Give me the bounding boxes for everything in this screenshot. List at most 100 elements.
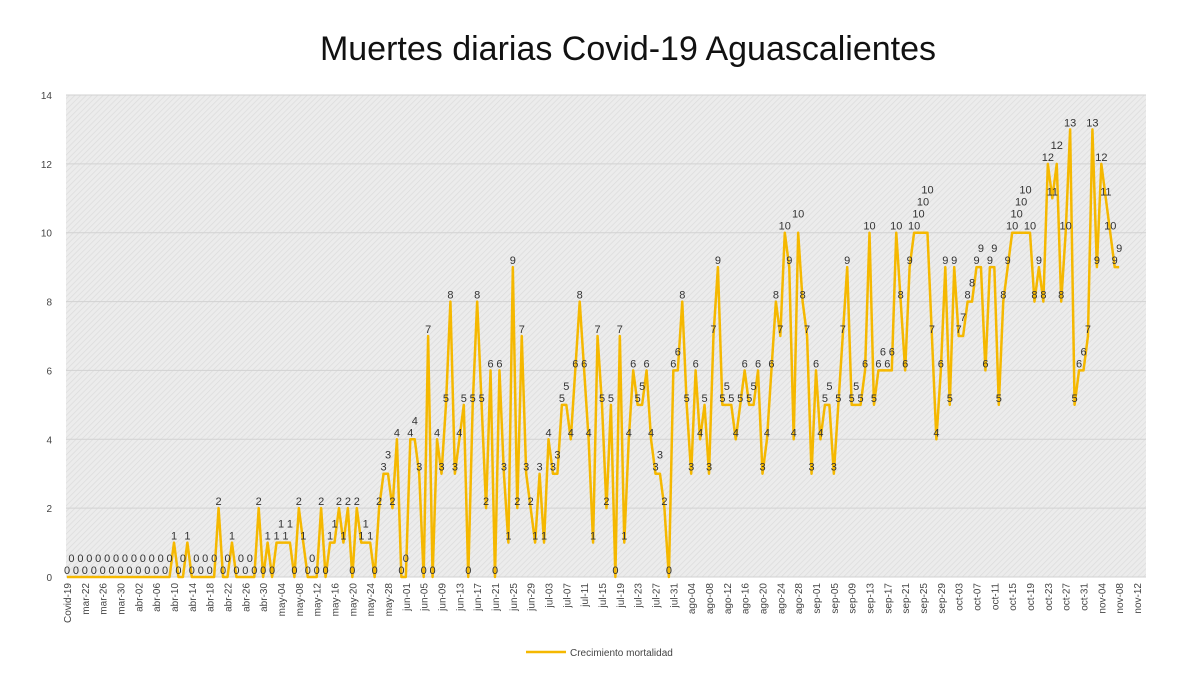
data-label: 10	[921, 185, 933, 197]
data-label: 2	[376, 496, 382, 508]
data-label: 5	[996, 393, 1002, 405]
data-label: 0	[260, 565, 266, 577]
x-tick-label: may-28	[384, 583, 395, 617]
data-labels: 0000000000000000000000001001000000200100…	[64, 117, 1122, 577]
data-label: 10	[863, 221, 875, 233]
data-label: 3	[380, 462, 386, 474]
data-label: 2	[318, 496, 324, 508]
data-label: 1	[590, 531, 596, 543]
data-label: 0	[64, 565, 70, 577]
data-label: 9	[715, 255, 721, 267]
data-label: 2	[216, 496, 222, 508]
data-label: 12	[1042, 152, 1054, 164]
x-tick-label: oct-03	[955, 583, 966, 611]
data-label: 6	[644, 358, 650, 370]
data-label: 0	[86, 553, 92, 565]
data-label: 2	[256, 496, 262, 508]
data-label: 5	[635, 393, 641, 405]
x-tick-label: sep-29	[937, 583, 948, 614]
data-label: 3	[385, 450, 391, 462]
x-tick-label: jul-19	[616, 583, 627, 609]
data-label: 6	[581, 358, 587, 370]
x-tick-label: abr-26	[241, 583, 252, 612]
data-label: 4	[407, 427, 413, 439]
x-tick-label: abr-18	[206, 583, 217, 612]
x-tick-label: ago-20	[759, 583, 770, 615]
data-label: 0	[224, 553, 230, 565]
x-tick-label: ago-28	[794, 583, 805, 615]
data-label: 0	[198, 565, 204, 577]
data-label: 6	[487, 358, 493, 370]
data-label: 3	[706, 462, 712, 474]
data-label: 6	[630, 358, 636, 370]
x-tick-label: may-16	[331, 583, 342, 617]
data-label: 4	[764, 427, 770, 439]
data-label: 9	[978, 243, 984, 255]
data-label: 1	[340, 531, 346, 543]
data-label: 7	[519, 324, 525, 336]
data-label: 7	[710, 324, 716, 336]
data-label: 3	[550, 462, 556, 474]
x-tick-label: ago-12	[723, 583, 734, 615]
data-label: 1	[229, 531, 235, 543]
x-tick-label: oct-27	[1062, 583, 1073, 611]
x-tick-label: jul-15	[598, 583, 609, 609]
data-label: 3	[657, 450, 663, 462]
data-label: 2	[483, 496, 489, 508]
x-axis: Covid-19 mar-22 mar-26 mar-30 abr-02 abr-06 ab…	[63, 583, 1144, 623]
data-label: 11	[1100, 186, 1111, 198]
data-label: 0	[242, 565, 248, 577]
y-tick-label: 2	[46, 504, 52, 515]
data-label: 0	[193, 553, 199, 565]
data-label: 3	[759, 462, 765, 474]
data-label: 6	[862, 358, 868, 370]
data-label: 8	[1058, 290, 1064, 302]
data-label: 8	[773, 290, 779, 302]
x-tick-label: jun-01	[402, 583, 413, 612]
data-label: 6	[670, 358, 676, 370]
x-tick-label: jul-27	[652, 583, 663, 609]
data-label: 7	[617, 324, 623, 336]
data-label: 0	[162, 565, 168, 577]
data-label: 4	[697, 427, 703, 439]
data-label: 1	[363, 519, 369, 531]
data-label: 0	[220, 565, 226, 577]
data-label: 7	[804, 324, 810, 336]
data-label: 10	[1024, 221, 1036, 233]
legend-label: Crecimiento mortalidad	[570, 648, 673, 659]
data-label: 4	[545, 427, 551, 439]
x-tick-label: sep-01	[812, 583, 823, 614]
x-tick-label: sep-09	[848, 583, 859, 614]
data-label: 6	[813, 358, 819, 370]
x-tick-label: nov-12	[1133, 583, 1144, 614]
data-label: 10	[890, 221, 902, 233]
data-label: 2	[296, 496, 302, 508]
x-tick-label: mar-26	[99, 583, 110, 615]
data-label: 1	[184, 531, 190, 543]
data-label: 0	[180, 553, 186, 565]
data-label: 3	[523, 462, 529, 474]
data-label: 0	[135, 565, 141, 577]
data-label: 0	[117, 565, 123, 577]
data-label: 0	[175, 565, 181, 577]
data-label: 6	[755, 358, 761, 370]
y-tick-label: 6	[46, 366, 52, 377]
data-label: 5	[826, 381, 832, 393]
data-label: 12	[1095, 152, 1107, 164]
data-label: 0	[100, 565, 106, 577]
data-label: 1	[273, 531, 279, 543]
data-label: 7	[594, 324, 600, 336]
data-label: 8	[1031, 290, 1037, 302]
data-label: 5	[737, 393, 743, 405]
data-label: 9	[844, 255, 850, 267]
data-label: 8	[898, 290, 904, 302]
x-tick-label: may-12	[313, 583, 324, 617]
data-label: 3	[554, 450, 560, 462]
data-label: 5	[461, 393, 467, 405]
data-label: 0	[73, 565, 79, 577]
data-label: 0	[77, 553, 83, 565]
data-label: 5	[849, 393, 855, 405]
x-tick-label: jun-25	[509, 583, 520, 612]
x-tick-label: abr-14	[188, 583, 199, 612]
data-label: 0	[144, 565, 150, 577]
